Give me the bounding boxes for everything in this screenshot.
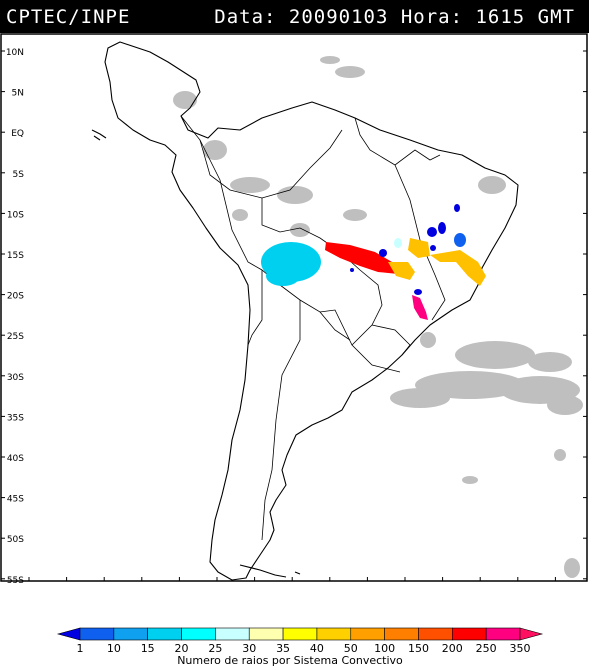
latitude-label: 20S xyxy=(7,292,24,302)
legend-tick-label: 20 xyxy=(175,642,189,655)
legend-tick-label: 100 xyxy=(374,642,395,655)
legend-color-swatch xyxy=(418,627,453,641)
legend-tick-label: 40 xyxy=(310,642,324,655)
latitude-label: 45S xyxy=(7,495,24,505)
legend-color-swatch xyxy=(79,627,115,641)
legend-color-swatch xyxy=(316,627,352,641)
cloud-cover xyxy=(173,56,583,578)
map-frame: 10N5NEQ5S10S15S20S25S30S35S40S45S50S55S … xyxy=(0,33,588,585)
legend-color-swatch xyxy=(113,627,148,641)
latitude-label: 30S xyxy=(7,373,24,383)
legend-tick-label: 200 xyxy=(442,642,463,655)
legend-tick-label: 35 xyxy=(276,642,290,655)
latitude-label: 55S xyxy=(7,576,24,585)
legend-color-swatch xyxy=(384,627,419,641)
legend-tick-labels: 1 10 15 20 25 30 35 40 50 100 150 200 250 350 xyxy=(77,642,531,655)
latitude-label: 50S xyxy=(7,535,24,545)
legend-tick-label: 1 xyxy=(77,642,84,655)
legend-color-swatch xyxy=(181,627,216,641)
organization-label: CPTEC/INPE xyxy=(6,6,131,28)
convective-systems xyxy=(261,204,486,320)
legend-tick-label: 15 xyxy=(141,642,155,655)
legend-tick-label: 150 xyxy=(408,642,429,655)
latitude-label: 25S xyxy=(7,332,24,342)
legend-tick-label: 250 xyxy=(476,642,497,655)
legend-color-swatch xyxy=(215,627,250,641)
legend-color-swatch xyxy=(147,627,182,641)
latitude-axis: 10N 5N EQ 5S 10S 15S 20S 25S 30S 35S 40S 45S 50S 55S xyxy=(1,48,587,585)
legend-color-swatch xyxy=(485,627,521,641)
latitude-label: 10S xyxy=(7,210,24,220)
date-time-label: Data: 20090103 Hora: 1615 GMT xyxy=(214,6,575,28)
legend-color-swatch xyxy=(282,627,318,641)
latitude-label: EQ xyxy=(11,129,24,139)
legend-caption: Numero de raios por Sistema Convectivo xyxy=(177,654,403,667)
country-borders xyxy=(180,115,446,541)
map-header: CPTEC/INPE Data: 20090103 Hora: 1615 GMT xyxy=(0,0,589,33)
color-legend: 1 10 15 20 25 30 35 40 50 100 150 200 250 350 Numero … xyxy=(56,627,544,667)
latitude-label: 40S xyxy=(7,454,24,464)
legend-color-swatch xyxy=(248,627,284,641)
legend-color-swatch xyxy=(56,627,81,641)
legend-tick-label: 30 xyxy=(242,642,256,655)
legend-color-swatch xyxy=(519,627,544,641)
legend-tick-label: 25 xyxy=(208,642,222,655)
longitude-axis: 100W95W90W85W80W75W70W65W60W55W50W45W40W… xyxy=(28,577,556,581)
legend-color-bar xyxy=(56,627,544,641)
legend-tick-label: 50 xyxy=(344,642,358,655)
latitude-label: 5N xyxy=(12,89,24,99)
latitude-label: 10N xyxy=(6,48,24,58)
legend-color-swatch xyxy=(452,627,487,641)
legend-color-swatch xyxy=(350,627,385,641)
coastline xyxy=(91,41,519,581)
legend-tick-label: 10 xyxy=(107,642,121,655)
latitude-label: 15S xyxy=(7,251,24,261)
latitude-label: 35S xyxy=(7,413,24,423)
latitude-label: 5S xyxy=(13,170,25,180)
legend-tick-label: 350 xyxy=(510,642,531,655)
